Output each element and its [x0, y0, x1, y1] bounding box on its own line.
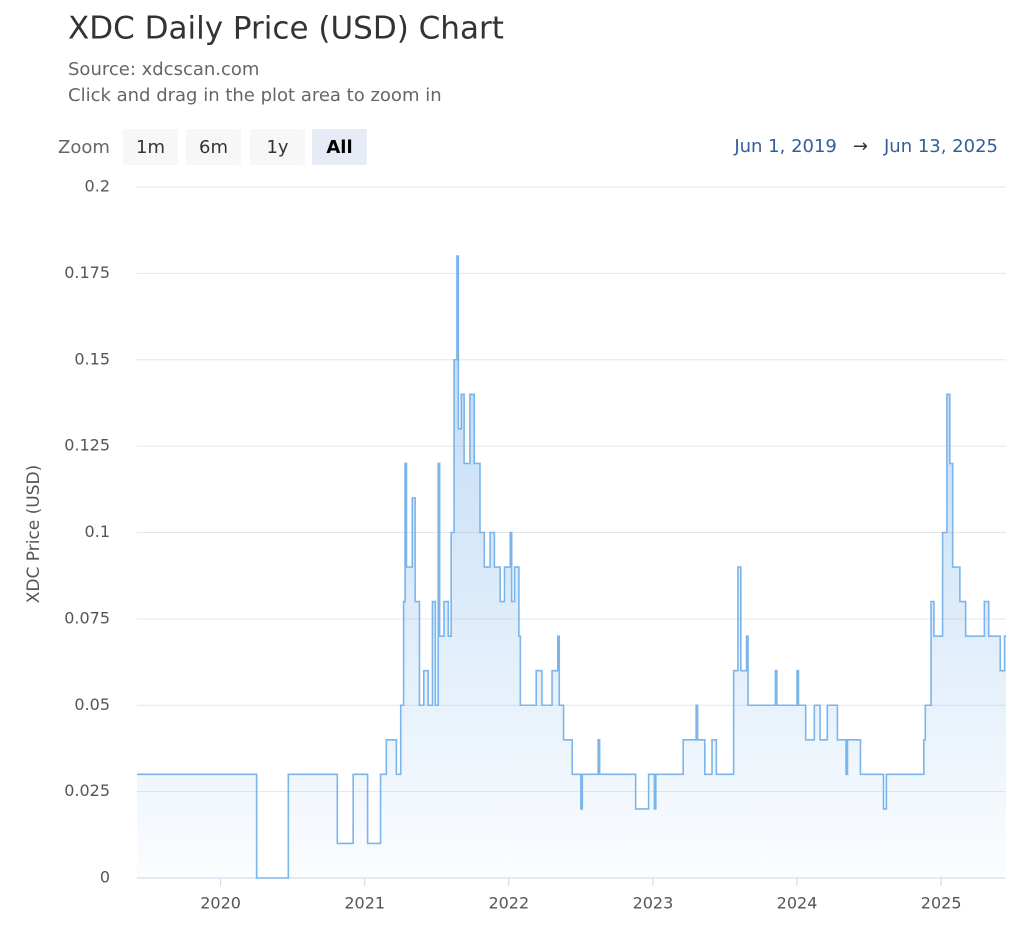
- zoom-button[interactable]: 6m: [186, 129, 241, 165]
- y-axis-title: XDC Price (USD): [24, 465, 44, 603]
- zoom-buttons: 1m 6m 1y All: [123, 129, 367, 165]
- button-label: 6m: [199, 137, 228, 158]
- zoom-button[interactable]: 1y: [250, 129, 305, 165]
- y-tick-label: 0.05: [74, 695, 110, 714]
- y-tick-label: 0.025: [64, 781, 110, 800]
- zoom-button[interactable]: All: [312, 129, 367, 165]
- button-label: 1y: [266, 137, 288, 158]
- area: [137, 256, 1006, 879]
- zoom-button[interactable]: 1m: [123, 129, 178, 165]
- line: [137, 255, 1006, 879]
- zoom-label: Zoom: [58, 137, 110, 158]
- y-tick-label: 0.175: [64, 263, 110, 282]
- y-tick-label: 0.075: [64, 608, 110, 627]
- range-to[interactable]: Jun 13, 2025: [883, 136, 998, 157]
- button-bg: [123, 129, 178, 165]
- subtitle: Source: xdcscan.com: [68, 59, 259, 80]
- x-tick-label: 2021: [344, 894, 385, 913]
- button-label: All: [326, 137, 352, 158]
- x-tick-label: 2023: [633, 894, 674, 913]
- y-tick-label: 0.125: [64, 436, 110, 455]
- chart-title: XDC Daily Price (USD) Chart: [68, 11, 504, 47]
- x-tick-label: 2025: [921, 894, 962, 913]
- x-tick-label: 2020: [200, 894, 241, 913]
- range-separator: →: [853, 136, 868, 157]
- subtitle: Click and drag in the plot area to zoom …: [68, 85, 442, 106]
- y-tick-label: 0.15: [74, 349, 110, 368]
- x-tick-label: 2024: [777, 894, 818, 913]
- button-bg: [250, 129, 305, 165]
- y-tick-label: 0.1: [85, 522, 110, 541]
- y-tick-label: 0: [100, 868, 110, 887]
- button-label: 1m: [136, 137, 165, 158]
- button-bg: [186, 129, 241, 165]
- range-from[interactable]: Jun 1, 2019: [733, 136, 837, 157]
- y-tick-label: 0.2: [85, 177, 110, 196]
- x-tick-label: 2022: [488, 894, 529, 913]
- button-bg: [312, 129, 367, 165]
